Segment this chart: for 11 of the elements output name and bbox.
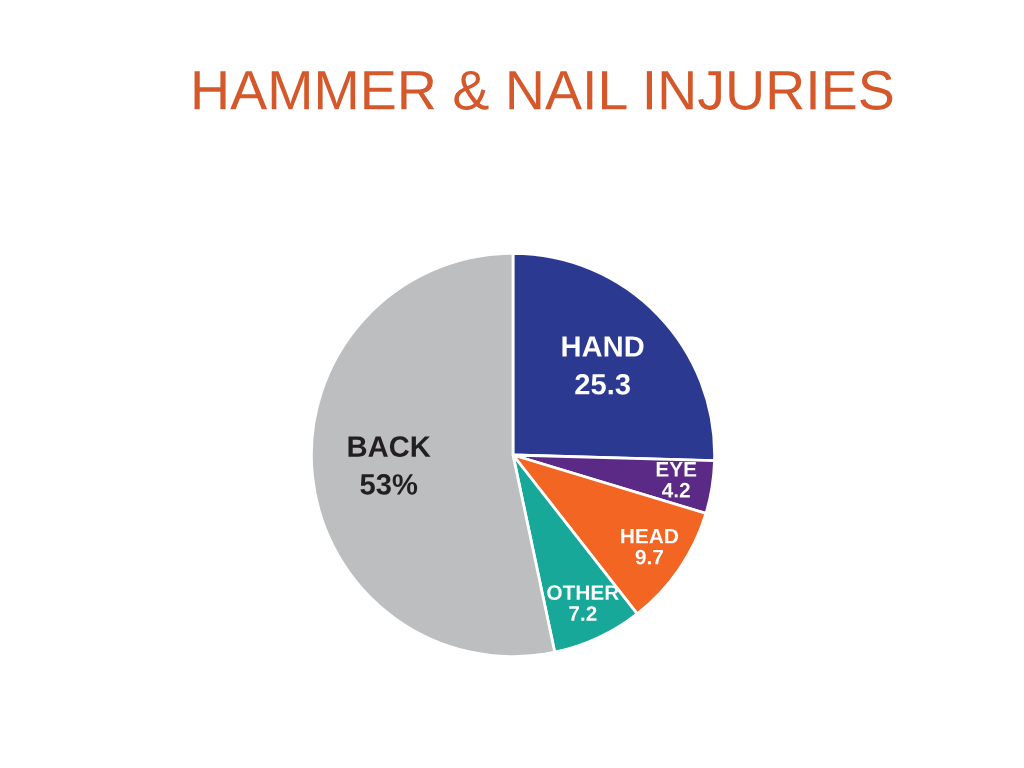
slice-label: BACK [348,436,431,457]
slice-label: HAND [562,336,644,357]
chart-title: HAMMER & NAIL INJURIES [194,70,893,110]
data-label: 9.7 [635,549,663,565]
slice-label: OTHER [547,585,619,600]
data-label: 25.3 [575,373,630,395]
data-label: 4.2 [662,482,690,498]
data-label: 53% [360,474,418,495]
data-label: 7.2 [569,606,597,621]
slice-label: HEAD [621,529,679,544]
slice-label: EYE [656,462,697,477]
